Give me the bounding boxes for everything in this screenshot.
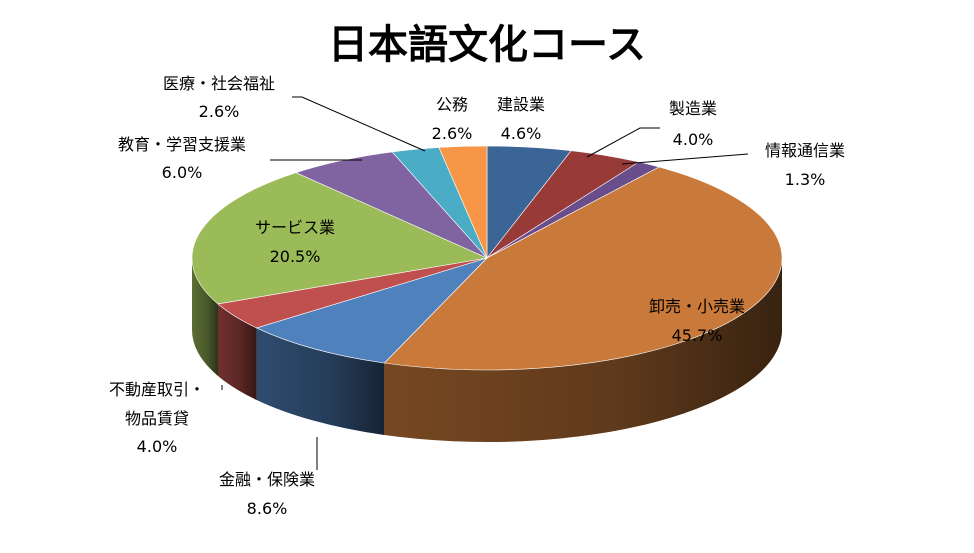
pie-slice-サービス業: [191, 172, 489, 305]
slice-value-医療・社会福祉: 2.6%: [199, 102, 240, 121]
slice-name-公務: 公務: [436, 95, 468, 114]
slice-value-教育・学習支援業: 6.0%: [162, 163, 203, 182]
slice-value-サービス業: 20.5%: [270, 247, 321, 266]
slice-name-情報通信業: 情報通信業: [765, 141, 845, 160]
leader-line-製造業: [586, 127, 660, 158]
slice-name-不動産取引・物品賃貸: 不動産取引・: [109, 380, 205, 399]
slice-name-医療・社会福祉: 医療・社会福祉: [163, 74, 275, 93]
slice-name-教育・学習支援業: 教育・学習支援業: [118, 135, 246, 154]
slice-value-金融・保険業: 8.6%: [247, 499, 288, 518]
pie-side-shade: [384, 258, 782, 443]
leader-line-情報通信業: [621, 153, 749, 165]
slice-value-卸売・小売業: 45.7%: [672, 326, 723, 345]
pie-slice-公務: [438, 145, 488, 259]
pie-side-shade: [256, 327, 385, 436]
slice-name-製造業: 製造業: [669, 99, 717, 118]
slice-value-情報通信業: 1.3%: [785, 170, 826, 189]
pie-slice-金融・保険業: [255, 257, 488, 364]
leader-line-医療・社会福祉: [292, 96, 426, 152]
slice-value-不動産取引・物品賃貸: 4.0%: [137, 437, 178, 456]
pie-side-shade: [217, 303, 257, 400]
pie-side-layer: [192, 258, 782, 443]
leader-lines: [221, 96, 749, 470]
slice-labels: 建設業 4.6% 製造業 4.0% 情報通信業 1.3% 卸売・小売業 45.7% 金融・保険業…: [109, 74, 845, 518]
pie-side-shade: [192, 258, 218, 376]
slice-name-金融・保険業: 金融・保険業: [219, 470, 315, 489]
chart-title: 日本語文化コース: [328, 22, 646, 68]
slice-value-公務: 2.6%: [432, 124, 473, 143]
slice-name-不動産取引・物品賃貸: 物品賃貸: [125, 409, 189, 428]
slice-value-建設業: 4.6%: [501, 124, 542, 143]
slice-name-建設業: 建設業: [497, 95, 545, 114]
pie-slice-卸売・小売業: [383, 166, 783, 371]
pie-top-layer: [191, 145, 783, 371]
slice-value-製造業: 4.0%: [673, 130, 714, 149]
slice-name-サービス業: サービス業: [255, 218, 335, 237]
slice-name-卸売・小売業: 卸売・小売業: [649, 297, 745, 316]
